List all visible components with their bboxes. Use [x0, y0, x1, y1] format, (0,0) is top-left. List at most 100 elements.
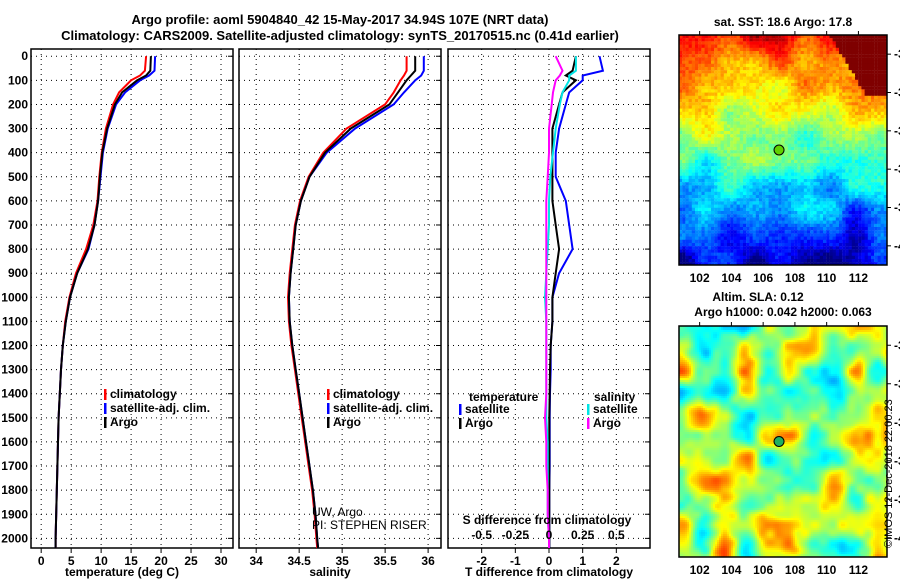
x2-tick-label: 0.25 [571, 528, 595, 542]
y-tick-label: 1800 [1, 483, 28, 497]
y-tick-label: 200 [8, 97, 28, 111]
legend-label: Argo [333, 415, 361, 429]
map-lat-label: -38 [894, 492, 900, 506]
sst-map-title: sat. SST: 18.6 Argo: 17.8 [714, 15, 853, 29]
map-lon-label: 108 [785, 271, 805, 285]
map-lon-label: 104 [721, 563, 741, 577]
credit-text: ©IMOS 12-Dec-2018 22:00:23 [883, 399, 895, 548]
legend-label: satellite [593, 402, 638, 416]
map-lon-label: 108 [785, 563, 805, 577]
map-lat-label: -34 [894, 124, 900, 138]
map-lat-label: -36 [894, 454, 900, 468]
legend-label: climatology [333, 387, 400, 401]
map-lat-label: -32 [894, 377, 900, 391]
x-tick-label: -1 [510, 554, 521, 568]
argo-location-marker [773, 436, 785, 447]
legend-swatch [327, 417, 330, 428]
legend-label: Argo [110, 415, 138, 429]
y-tick-label: 700 [8, 218, 28, 232]
map-lon-label: 104 [721, 271, 741, 285]
legend-title-temperature: temperature [469, 390, 539, 404]
x-tick-label: 30 [214, 554, 228, 568]
legend-label: satellite-adj. clim. [333, 401, 433, 415]
x-tick-label: 0 [38, 554, 45, 568]
x-tick-label: 15 [124, 554, 138, 568]
x-tick-label: 0 [546, 554, 553, 568]
y-tick-label: 1100 [2, 314, 28, 328]
x-tick-label: 20 [154, 554, 168, 568]
x-axis-label: temperature (deg C) [65, 565, 179, 579]
legend-swatch [104, 403, 107, 414]
map-lat-label: -30 [894, 47, 900, 61]
y-tick-label: 1900 [1, 507, 28, 521]
y-tick-label: 0 [21, 49, 28, 63]
map-frame [678, 325, 888, 558]
legend-swatch [587, 418, 590, 429]
x2-axis-label: S difference from climatology [463, 513, 632, 527]
y-tick-label: 1500 [1, 411, 28, 425]
x-tick-label: 34.5 [287, 554, 311, 568]
x-axis-label: salinity [309, 565, 351, 579]
x-tick-label: 1 [579, 554, 586, 568]
x-tick-label: 35 [335, 554, 349, 568]
sla-map-subtitle: Argo h1000: 0.042 h2000: 0.063 [694, 305, 872, 319]
y-tick-label: 1000 [1, 290, 28, 304]
map-lon-label: 112 [849, 271, 869, 285]
panel-frame [30, 48, 234, 549]
x-tick-label: 2 [613, 554, 620, 568]
map-lon-label: 110 [817, 563, 837, 577]
y-tick-label: 100 [8, 73, 28, 87]
map-lon-label: 112 [849, 563, 869, 577]
legend-swatch [459, 404, 462, 415]
map-lat-label: -40 [894, 531, 900, 545]
panel-frame [238, 48, 442, 549]
map-lat-label: -40 [894, 239, 900, 253]
x2-tick-label: -0.25 [502, 528, 530, 542]
y-tick-label: 800 [8, 242, 28, 256]
x-tick-label: 25 [184, 554, 198, 568]
x2-tick-label: 0 [546, 528, 553, 542]
data-source-annotation: PI: STEPHEN RISER [312, 518, 427, 532]
x-tick-label: 34 [250, 554, 264, 568]
series-line-argo [548, 55, 578, 548]
map-lon-label: 106 [753, 563, 773, 577]
map-lat-label: -30 [894, 338, 900, 352]
series-line-satellite [548, 55, 605, 548]
x-axis-label: T difference from climatology [465, 565, 633, 579]
argo-location-marker [773, 144, 785, 156]
y-tick-label: 300 [8, 122, 28, 136]
series-line-argo [54, 56, 152, 548]
y-tick-label: 1700 [1, 459, 28, 473]
y-tick-label: 1200 [1, 339, 28, 353]
figure-title-line2: Climatology: CARS2009. Satellite-adjuste… [61, 28, 619, 43]
legend-swatch [459, 418, 462, 429]
x-tick-label: 35.5 [373, 554, 397, 568]
legend-swatch [587, 404, 590, 415]
map-lat-label: -36 [894, 162, 900, 176]
y-tick-label: 600 [8, 194, 28, 208]
series-line-argo [543, 55, 564, 548]
legend-swatch [327, 403, 330, 414]
legend-swatch [327, 389, 330, 400]
legend-swatch [104, 417, 107, 428]
map-lat-label: -32 [894, 86, 900, 100]
map-lon-label: 106 [753, 271, 773, 285]
legend-title-salinity: salinity [594, 390, 636, 404]
legend-label: Argo [465, 416, 493, 430]
legend-label: satellite [465, 402, 510, 416]
series-line-climatology [286, 56, 408, 549]
y-tick-label: 500 [8, 170, 28, 184]
legend-label: satellite-adj. clim. [110, 401, 210, 415]
legend-label: Argo [593, 416, 621, 430]
y-tick-label: 1300 [1, 363, 28, 377]
x-tick-label: 5 [68, 554, 75, 568]
map-lon-label: 102 [690, 271, 710, 285]
y-tick-label: 1400 [1, 387, 28, 401]
legend-swatch [104, 389, 107, 400]
y-tick-label: 2000 [1, 531, 28, 545]
map-lon-label: 102 [690, 563, 710, 577]
map-lat-label: -34 [894, 415, 900, 429]
x-tick-label: 36 [421, 554, 435, 568]
map-lat-label: -38 [894, 201, 900, 215]
